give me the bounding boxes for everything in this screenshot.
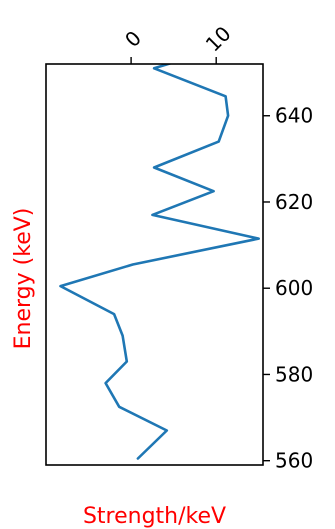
y-tick-label: 640 (275, 104, 313, 128)
plot-lines (59, 64, 261, 460)
y-tick-label: 620 (275, 190, 313, 214)
y-tick-label: 560 (275, 449, 313, 473)
y-axis-ticks: 560 580 600 620 640 (263, 104, 313, 473)
x-tick-label: 10 (201, 21, 236, 56)
plot-frame (45, 63, 264, 466)
y-tick-label: 580 (275, 362, 313, 386)
y-tick-label: 600 (275, 276, 313, 300)
x-axis-ticks: 0 10 (120, 21, 236, 64)
x-axis-label: Strength/keV (83, 504, 226, 529)
x-tick-label: 0 (120, 26, 146, 52)
y-axis-label: Energy (keV) (11, 208, 36, 350)
series-line (59, 64, 261, 460)
